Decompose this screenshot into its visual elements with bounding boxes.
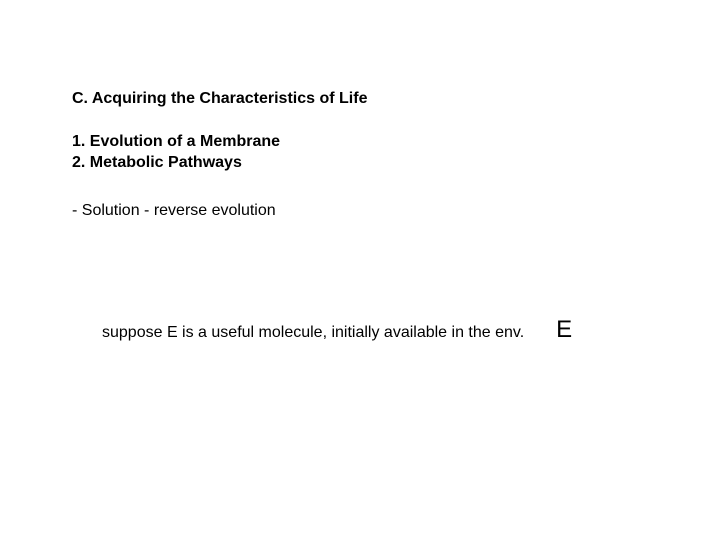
solution-text: - Solution - reverse evolution: [72, 202, 670, 220]
slide-content: C. Acquiring the Characteristics of Life…: [0, 0, 720, 344]
body-row: suppose E is a useful molecule, initiall…: [72, 316, 670, 344]
big-letter-e: E: [556, 316, 572, 344]
list-item-1: 1. Evolution of a Membrane: [72, 132, 670, 153]
list-item-2: 2. Metabolic Pathways: [72, 153, 670, 174]
section-heading: C. Acquiring the Characteristics of Life: [72, 90, 670, 108]
body-text: suppose E is a useful molecule, initiall…: [102, 324, 524, 342]
